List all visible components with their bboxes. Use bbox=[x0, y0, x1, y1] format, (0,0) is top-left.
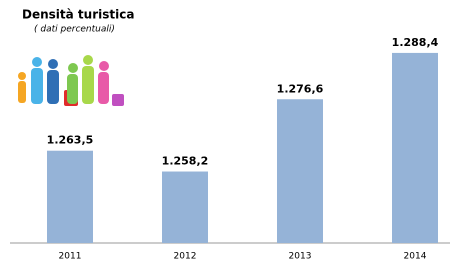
value-label: 1.258,2 bbox=[162, 155, 209, 168]
value-label: 1.263,5 bbox=[47, 134, 94, 147]
chart-title: Densità turistica bbox=[22, 8, 134, 22]
x-tick-label: 2012 bbox=[174, 252, 197, 261]
x-tick-label: 2013 bbox=[289, 252, 312, 261]
bar bbox=[277, 99, 323, 243]
x-tick-label: 2014 bbox=[404, 252, 427, 261]
travelers-illustration bbox=[18, 55, 124, 106]
bar bbox=[392, 53, 438, 243]
value-label: 1.288,4 bbox=[392, 36, 439, 49]
chart: Densità turistica ( dati percentuali) 20… bbox=[0, 0, 454, 261]
chart-subtitle: ( dati percentuali) bbox=[34, 25, 115, 35]
x-tick-label: 2011 bbox=[59, 252, 82, 261]
bar bbox=[47, 151, 93, 243]
bar bbox=[162, 172, 208, 243]
value-label: 1.276,6 bbox=[277, 82, 324, 95]
